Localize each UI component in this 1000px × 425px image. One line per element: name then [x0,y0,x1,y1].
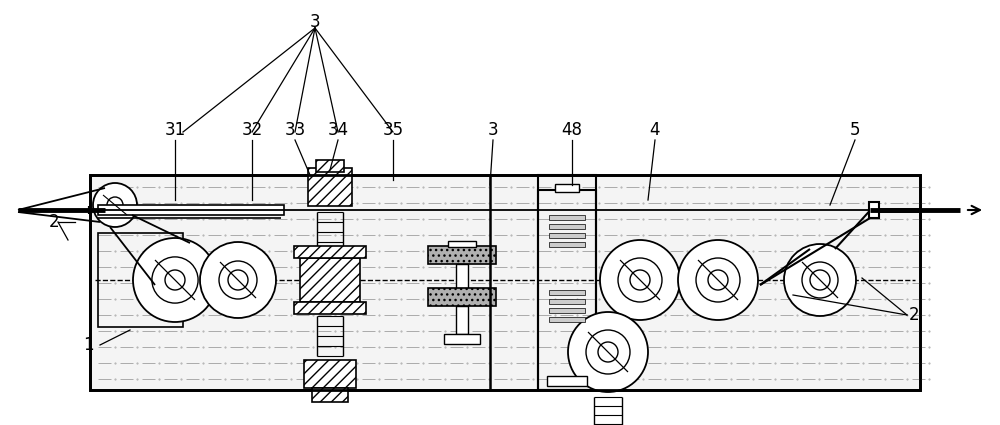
Bar [294,246,366,258]
Circle shape [678,240,758,320]
Circle shape [784,244,856,316]
Bar [428,288,496,306]
Text: 4: 4 [650,121,660,139]
Bar [312,388,348,402]
Bar [316,160,344,172]
Bar [549,290,585,295]
Bar [549,299,585,304]
Text: 5: 5 [850,121,860,139]
Circle shape [598,342,618,362]
Bar [538,190,596,390]
Bar [547,376,587,386]
Bar [538,175,596,390]
Bar [456,306,468,334]
Bar [294,302,366,314]
Text: 2: 2 [49,213,59,231]
Text: 34: 34 [327,121,349,139]
Bar [456,264,468,289]
Bar [448,241,476,247]
Circle shape [568,312,648,392]
Bar [869,202,879,218]
Text: 3: 3 [310,13,320,31]
Text: 35: 35 [382,121,404,139]
Bar [308,168,352,206]
Circle shape [107,197,123,213]
Circle shape [618,258,662,302]
Circle shape [93,183,137,227]
Text: 1: 1 [83,336,93,354]
Bar [549,224,585,229]
Bar [549,308,585,313]
Text: 2: 2 [909,306,919,324]
Bar [444,334,480,344]
Bar [98,233,183,327]
Circle shape [152,257,198,303]
Circle shape [219,261,257,299]
Bar [549,215,585,220]
Bar [90,175,920,390]
Bar [549,242,585,247]
Text: 32: 32 [241,121,263,139]
Circle shape [228,270,248,290]
Circle shape [200,242,276,318]
Bar [549,233,585,238]
Bar [90,175,920,390]
Bar [304,360,356,388]
Circle shape [810,270,830,290]
Circle shape [630,270,650,290]
Circle shape [708,270,728,290]
Text: 3: 3 [488,121,498,139]
Bar [428,246,496,264]
Text: 33: 33 [284,121,306,139]
Circle shape [600,240,680,320]
Bar [549,317,585,322]
Text: 48: 48 [562,121,582,139]
Bar [555,184,579,192]
Bar [300,258,360,302]
Circle shape [133,238,217,322]
Circle shape [586,330,630,374]
Bar [98,205,284,215]
Text: 31: 31 [164,121,186,139]
Circle shape [165,270,185,290]
Circle shape [696,258,740,302]
Circle shape [802,262,838,298]
